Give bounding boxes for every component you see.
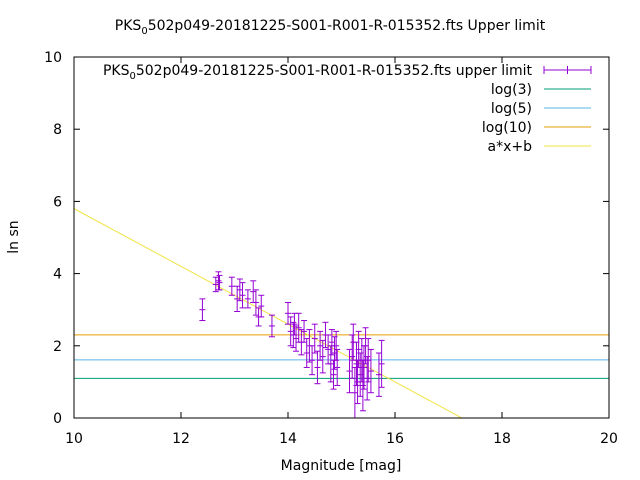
legend-label: log(3)	[491, 82, 532, 98]
legend-entry: log(5)	[491, 101, 591, 117]
legend-entry: PKS0502p049-20181225-S001-R001-R-015352.…	[103, 63, 592, 82]
plot-frame	[73, 56, 610, 419]
y-tick-label: 2	[53, 339, 62, 355]
chart-title-main: PKS	[115, 18, 142, 34]
data-point	[212, 276, 219, 293]
data-point	[295, 312, 302, 343]
x-tick-label: 16	[386, 431, 404, 447]
data-point	[311, 323, 318, 354]
chart-title-rest: 502p049-20181225-S001-R001-R-015352.fts …	[148, 18, 546, 34]
data-point	[252, 289, 259, 316]
data-point	[258, 294, 265, 318]
data-point	[287, 316, 294, 347]
data-point	[244, 289, 251, 309]
legend: PKS0502p049-20181225-S001-R001-R-015352.…	[103, 63, 592, 155]
y-tick-label: 10	[44, 50, 62, 66]
data-point	[359, 359, 366, 412]
data-point	[268, 314, 275, 338]
fit-line	[74, 208, 463, 418]
axes: 10 12 14 16 18 20 0 2 4 6 8 10	[44, 50, 618, 447]
chart-title: PKS0502p049-20181225-S001-R001-R-015352.…	[115, 18, 546, 37]
x-tick-label: 18	[493, 431, 511, 447]
data-point	[330, 359, 337, 390]
y-tick-label: 4	[53, 267, 62, 283]
data-point	[327, 345, 334, 383]
x-tick-label: 14	[279, 431, 297, 447]
data-point	[365, 338, 372, 383]
data-point	[367, 348, 374, 394]
data-point	[228, 276, 235, 296]
data-point	[364, 356, 371, 401]
legend-label: a*x+b	[488, 139, 533, 155]
data-point	[317, 330, 324, 361]
x-tick-label: 20	[600, 431, 618, 447]
data-point	[328, 329, 335, 356]
data-point	[355, 330, 362, 368]
y-axis-label: ln sn	[6, 220, 22, 253]
y-tick-label: 6	[53, 194, 62, 210]
data-point	[250, 280, 257, 303]
x-tick-label: 10	[65, 431, 83, 447]
legend-label: log(5)	[491, 101, 532, 117]
data-point	[349, 334, 356, 379]
data-point	[215, 271, 222, 291]
data-point	[239, 282, 246, 309]
plot-area	[74, 208, 609, 418]
data-point	[293, 325, 300, 352]
chart-title-subscript: 0	[141, 26, 147, 37]
legend-entry: log(10)	[482, 120, 591, 136]
data-point	[333, 330, 340, 361]
legend-entry: a*x+b	[488, 139, 591, 155]
y-tick-label: 8	[53, 122, 62, 138]
data-point	[375, 352, 382, 397]
data-point	[309, 345, 316, 376]
data-point	[314, 350, 321, 385]
data-point	[285, 301, 291, 325]
data-point	[334, 348, 341, 387]
legend-label: log(10)	[482, 120, 532, 136]
data-point	[319, 339, 326, 374]
data-point	[199, 298, 206, 322]
data-point	[234, 285, 241, 313]
data-point	[216, 274, 223, 291]
legend-label: PKS0502p049-20181225-S001-R001-R-015352.…	[103, 63, 533, 82]
x-axis-label: Magnitude [mag]	[281, 458, 402, 474]
x-tick-label: 12	[172, 431, 190, 447]
data-point	[303, 338, 310, 368]
legend-entry: log(3)	[491, 82, 591, 98]
data-point	[378, 339, 385, 388]
y-tick-label: 0	[53, 411, 62, 427]
